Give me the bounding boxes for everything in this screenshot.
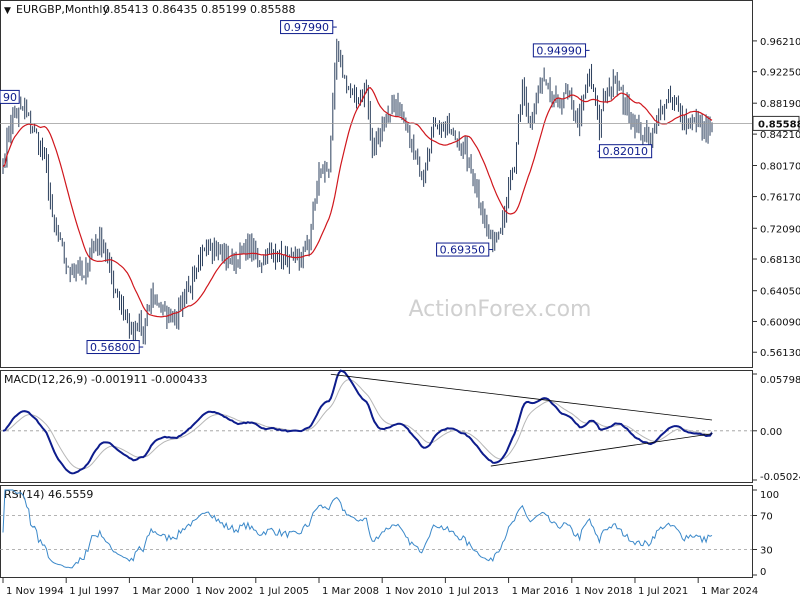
macd-trendline[interactable] [490, 433, 713, 467]
rsi-title: RSI(14) 46.5559 [4, 488, 93, 501]
current-price-box: 0.85588 [752, 115, 800, 131]
price-annotation: 0.82010 [597, 144, 653, 159]
x-tick-label: 1 Jul 2013 [448, 586, 498, 597]
rsi-tick-label: 70 [760, 512, 773, 523]
price-tick-label: 0.76170 [760, 193, 800, 204]
price-tick-label: 0.80170 [760, 161, 800, 172]
price-annotation-label: 0.82010 [602, 145, 648, 158]
price-annotation-label: 90 [3, 91, 17, 104]
price-tick-label: 0.68130 [760, 255, 800, 266]
macd-title: MACD(12,26,9) -0.001911 -0.000433 [4, 373, 207, 386]
rsi-tick-label: 0 [760, 567, 766, 578]
price-tick-label: 0.88190 [760, 99, 800, 110]
price-annotation-label: 0.94990 [536, 44, 582, 57]
price-tick-label: 0.64050 [760, 287, 800, 298]
axes: 0.96210 0.92250 0.88190 0.84210 0.80170 0.761… [2, 37, 800, 597]
price-annotation-label: 0.56800 [90, 341, 135, 354]
price-panel-frame [0, 0, 753, 368]
x-tick-label: 1 Nov 2018 [575, 586, 633, 597]
price-annotation: 0.97990 [280, 20, 337, 35]
price-annotation-label: 0.97990 [284, 21, 330, 34]
moving-average-line [2, 87, 713, 318]
rsi-panel-frame [0, 485, 753, 578]
price-annotation: 0.94990 [532, 43, 590, 58]
price-tick-label: 0.60090 [760, 317, 800, 328]
price-annotation: 90 [0, 89, 20, 104]
price-annotation: 0.69350 [436, 242, 493, 257]
x-tick-label: 1 Mar 2016 [512, 586, 569, 597]
macd-tick-label: 0.057984 [760, 375, 800, 386]
macd-line [2, 369, 713, 475]
rsi-tick-label: 30 [760, 546, 773, 557]
current-price-label: 0.85588 [758, 119, 800, 130]
x-tick-label: 1 Mar 2008 [322, 586, 379, 597]
watermark-text: ActionForex.com [409, 297, 592, 322]
price-plot: 0.97990 0.94990 0.82010 0.69350 0.56800 90 [0, 20, 752, 355]
x-tick-label: 1 Jul 1997 [69, 586, 119, 597]
x-tick-label: 1 Mar 2000 [132, 586, 189, 597]
rsi-plot [0, 489, 752, 569]
macd-tick-label: 0.00 [760, 427, 782, 438]
x-tick-label: 1 Mar 2024 [701, 586, 758, 597]
price-tick-label: 0.56130 [760, 348, 800, 359]
price-tick-label: 0.84210 [760, 130, 800, 141]
price-tick-label: 0.92250 [760, 68, 800, 79]
macd-trendline[interactable] [330, 373, 713, 421]
x-tick-label: 1 Jul 2021 [638, 586, 688, 597]
price-annotation-label: 0.69350 [440, 244, 486, 257]
chart-header-ohlc: 0.85413 0.86435 0.85199 0.85588 [103, 3, 295, 16]
price-tick-label: 0.96210 [760, 37, 800, 48]
rsi-tick-label: 100 [760, 490, 779, 501]
price-tick-label: 0.72090 [760, 224, 800, 235]
x-tick-label: 1 Jul 2005 [259, 586, 309, 597]
macd-plot [0, 369, 752, 475]
price-annotation: 0.56800 [86, 340, 144, 355]
macd-tick-label: -0.050241 [760, 472, 800, 483]
chart-header-dropdown-icon[interactable]: ▼ [4, 6, 11, 16]
x-tick-label: 1 Nov 2002 [196, 586, 254, 597]
x-tick-label: 1 Nov 1994 [6, 586, 64, 597]
rsi-line [2, 489, 713, 569]
x-tick-label: 1 Nov 2010 [385, 586, 443, 597]
chart-header-symbol: EURGBP,Monthly [16, 3, 109, 16]
